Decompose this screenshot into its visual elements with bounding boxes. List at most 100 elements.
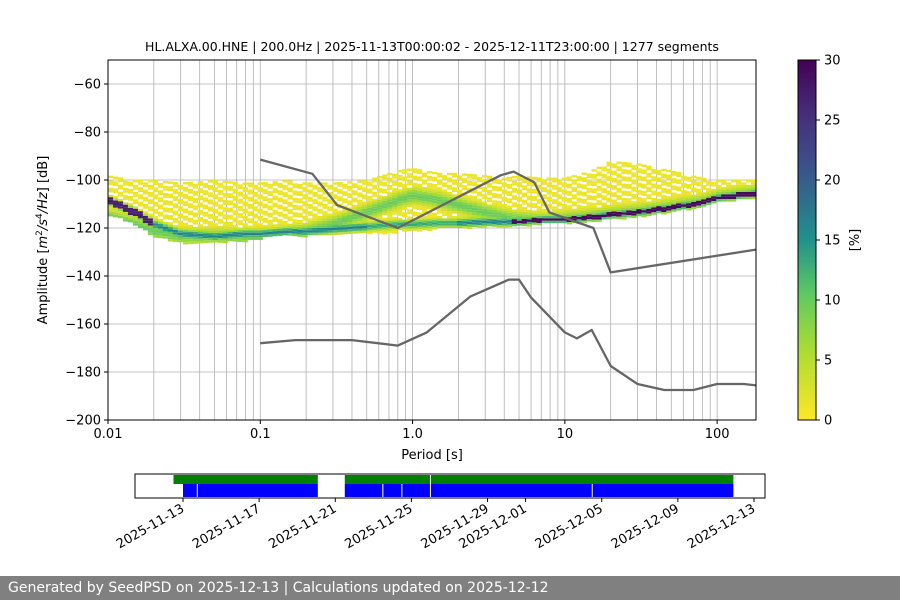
density-cell xyxy=(661,197,667,200)
density-cell xyxy=(212,189,218,193)
density-cell xyxy=(446,223,453,226)
density-cell xyxy=(312,208,318,212)
density-cell xyxy=(422,172,428,175)
density-cell xyxy=(466,188,473,191)
density-cell xyxy=(556,180,562,183)
density-cell xyxy=(561,213,567,216)
density-cell xyxy=(521,216,527,219)
density-cell xyxy=(337,184,343,187)
density-cell xyxy=(686,186,692,189)
density-cell xyxy=(357,202,363,205)
density-cell xyxy=(476,201,483,204)
density-cell xyxy=(441,218,448,221)
density-cell xyxy=(651,185,657,189)
density-cell xyxy=(661,173,667,176)
density-cell xyxy=(631,213,637,216)
density-cell xyxy=(451,206,458,209)
density-cell xyxy=(571,218,577,221)
density-cell xyxy=(262,213,268,216)
density-cell xyxy=(466,183,473,186)
density-cell xyxy=(586,204,592,208)
density-cell xyxy=(342,210,348,213)
density-cell xyxy=(207,192,213,195)
density-cell xyxy=(626,203,632,206)
density-cell xyxy=(427,204,433,208)
density-cell xyxy=(342,219,348,223)
density-cell xyxy=(681,182,687,186)
density-cell xyxy=(227,202,233,206)
density-cell xyxy=(232,188,238,192)
density-cell xyxy=(207,233,213,236)
density-cell xyxy=(212,223,218,226)
density-cell xyxy=(367,198,373,201)
density-cell xyxy=(377,183,383,186)
density-cell xyxy=(192,193,199,196)
density-cell xyxy=(237,208,243,211)
density-cell xyxy=(382,181,388,185)
density-cell xyxy=(207,194,213,198)
density-cell xyxy=(616,207,622,210)
density-cell xyxy=(427,197,433,200)
density-cell xyxy=(746,196,752,200)
density-cell xyxy=(192,212,199,215)
density-cell xyxy=(427,199,433,203)
density-cell xyxy=(501,196,508,200)
density-cell xyxy=(302,230,308,233)
density-cell xyxy=(471,181,478,184)
density-cell xyxy=(207,237,213,241)
density-cell xyxy=(167,210,174,213)
density-cell xyxy=(337,225,343,228)
density-cell xyxy=(671,206,677,210)
density-cell xyxy=(212,216,218,219)
density-cell xyxy=(561,182,567,185)
density-cell xyxy=(546,182,552,185)
density-cell xyxy=(427,192,433,196)
density-cell xyxy=(108,187,114,191)
density-cell xyxy=(481,211,488,214)
density-cell xyxy=(202,185,208,188)
density-cell xyxy=(446,194,453,197)
density-cell xyxy=(576,209,582,213)
density-cell xyxy=(417,217,423,220)
density-cell xyxy=(566,200,572,203)
density-cell xyxy=(252,194,258,197)
density-cell xyxy=(177,213,184,216)
density-cell xyxy=(182,215,189,219)
density-cell xyxy=(591,198,597,201)
density-cell xyxy=(501,177,508,180)
density-cell xyxy=(691,180,697,183)
density-cell xyxy=(352,221,358,225)
density-cell xyxy=(676,193,682,197)
density-cell xyxy=(716,189,722,192)
density-cell xyxy=(596,171,602,174)
density-cell xyxy=(202,207,208,210)
density-cell xyxy=(207,228,213,231)
density-cell xyxy=(711,193,717,197)
density-cell xyxy=(147,192,154,195)
density-cell xyxy=(112,207,119,211)
density-cell xyxy=(172,225,179,228)
density-cell xyxy=(506,179,513,182)
density-cell xyxy=(451,187,458,190)
density-cell xyxy=(362,180,368,183)
density-cell xyxy=(362,223,368,226)
density-cell xyxy=(481,220,488,224)
density-cell xyxy=(596,166,602,170)
density-cell xyxy=(736,180,742,183)
density-cell xyxy=(337,220,343,223)
density-cell xyxy=(601,173,607,177)
density-cell xyxy=(252,216,258,219)
density-cell xyxy=(267,212,273,216)
density-cell xyxy=(197,236,203,239)
density-cell xyxy=(162,236,169,239)
density-cell xyxy=(526,188,532,191)
density-cell xyxy=(257,232,263,236)
density-cell xyxy=(436,223,443,226)
density-cell xyxy=(591,207,597,211)
density-cell xyxy=(626,164,632,168)
density-cell xyxy=(556,208,562,212)
density-cell xyxy=(292,221,298,225)
density-cell xyxy=(751,194,756,197)
density-cell xyxy=(496,212,503,216)
density-cell xyxy=(686,200,692,204)
